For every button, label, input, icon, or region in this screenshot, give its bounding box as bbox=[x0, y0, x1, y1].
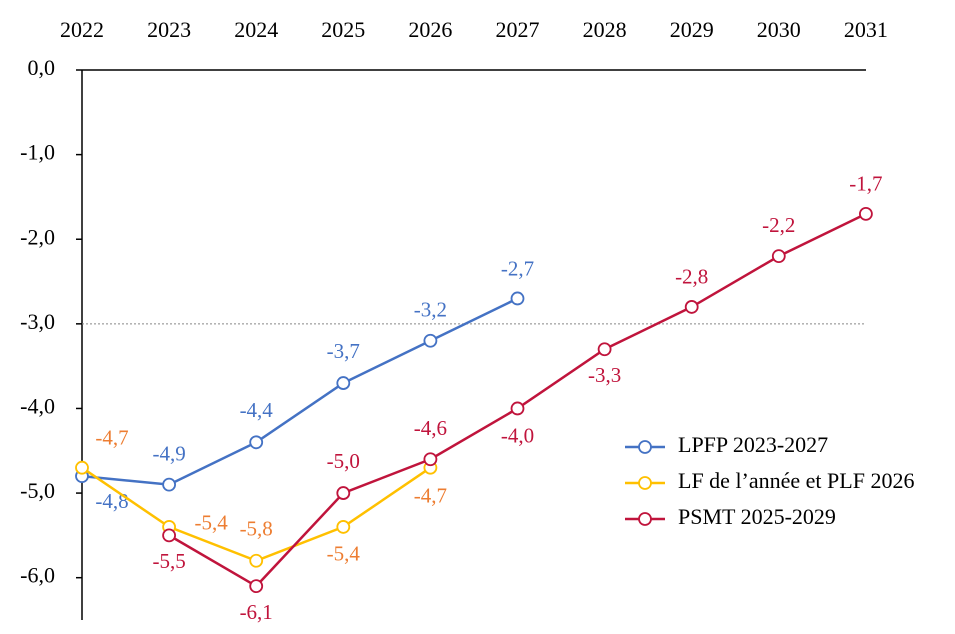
data-point bbox=[249, 579, 264, 594]
data-point bbox=[597, 342, 612, 357]
legend-label: LF de l’année et PLF 2026 bbox=[678, 468, 914, 493]
y-tick-label: -4,0 bbox=[20, 394, 55, 419]
data-point bbox=[684, 300, 699, 314]
data-point bbox=[336, 486, 351, 500]
value-label: -5,4 bbox=[194, 511, 228, 535]
x-tick-label: 2024 bbox=[234, 17, 278, 42]
legend-marker bbox=[638, 476, 652, 490]
value-label: -4,9 bbox=[152, 441, 185, 465]
legend-label: LPFP 2023-2027 bbox=[678, 432, 828, 457]
value-label: -4,4 bbox=[240, 398, 274, 422]
value-label: -5,5 bbox=[152, 549, 185, 573]
value-label: -2,2 bbox=[762, 213, 795, 237]
value-label: -3,7 bbox=[327, 339, 360, 363]
value-label: -4,7 bbox=[95, 426, 128, 450]
x-tick-label: 2023 bbox=[147, 17, 191, 42]
legend-marker bbox=[638, 440, 652, 454]
legend-marker bbox=[638, 512, 652, 526]
x-tick-label: 2025 bbox=[321, 17, 365, 42]
data-point bbox=[162, 477, 177, 492]
y-tick-label: 0,0 bbox=[28, 55, 56, 80]
data-point bbox=[249, 435, 264, 450]
value-label: -6,1 bbox=[240, 600, 273, 624]
x-tick-label: 2028 bbox=[583, 17, 627, 42]
data-point bbox=[423, 333, 438, 348]
value-label: -4,6 bbox=[414, 416, 447, 440]
data-point bbox=[771, 249, 786, 264]
value-label: -5,0 bbox=[327, 449, 360, 473]
data-point bbox=[510, 401, 525, 416]
legend-label: PSMT 2025-2029 bbox=[678, 504, 836, 529]
data-point bbox=[75, 460, 89, 475]
value-label: -4,8 bbox=[95, 489, 128, 513]
data-point bbox=[510, 291, 525, 306]
y-tick-label: -2,0 bbox=[20, 224, 55, 249]
value-label: -3,3 bbox=[588, 363, 621, 387]
value-label: -4,7 bbox=[414, 484, 447, 508]
y-tick-label: -5,0 bbox=[20, 478, 55, 503]
y-tick-label: -6,0 bbox=[20, 563, 55, 588]
data-point bbox=[859, 206, 873, 221]
value-label: -4,0 bbox=[501, 423, 534, 447]
y-tick-label: -3,0 bbox=[20, 309, 55, 334]
data-point bbox=[336, 376, 351, 390]
value-label: -1,7 bbox=[849, 172, 882, 196]
series-line bbox=[81, 297, 519, 486]
data-point bbox=[162, 528, 177, 543]
x-tick-label: 2029 bbox=[670, 17, 714, 42]
value-label: -5,8 bbox=[240, 517, 273, 541]
value-label: -2,8 bbox=[675, 265, 708, 289]
data-point bbox=[336, 520, 351, 534]
x-tick-label: 2030 bbox=[757, 17, 801, 42]
data-point bbox=[249, 553, 264, 568]
y-tick-label: -1,0 bbox=[20, 140, 55, 165]
data-point bbox=[423, 452, 438, 467]
value-label: -5,4 bbox=[327, 542, 361, 566]
value-label: -2,7 bbox=[501, 256, 534, 280]
x-tick-label: 2031 bbox=[844, 17, 888, 42]
x-tick-label: 2026 bbox=[408, 17, 452, 42]
x-tick-label: 2027 bbox=[496, 17, 540, 42]
x-tick-label: 2022 bbox=[60, 17, 104, 42]
value-label: -3,2 bbox=[414, 298, 447, 322]
